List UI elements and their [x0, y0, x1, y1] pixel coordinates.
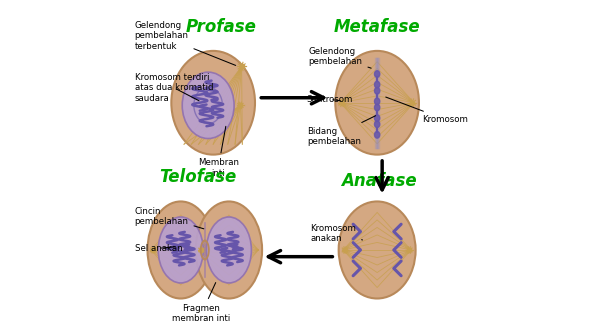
Text: Bidang
pembelahan: Bidang pembelahan [307, 116, 376, 146]
Text: Profase: Profase [186, 18, 257, 36]
Text: Sel anakan: Sel anakan [134, 244, 182, 253]
Polygon shape [374, 104, 380, 111]
Polygon shape [374, 81, 380, 88]
Polygon shape [374, 131, 380, 138]
Ellipse shape [171, 51, 255, 155]
Polygon shape [374, 98, 380, 105]
Text: Anafase: Anafase [341, 172, 417, 190]
Text: Telofase: Telofase [159, 168, 237, 186]
Ellipse shape [182, 72, 234, 138]
Text: Metafase: Metafase [334, 18, 420, 36]
Ellipse shape [207, 217, 251, 283]
Polygon shape [374, 115, 380, 121]
Text: Kromosom terdiri
atas dua kromatid
saudara: Kromosom terdiri atas dua kromatid sauda… [134, 73, 213, 102]
Polygon shape [374, 121, 380, 128]
Ellipse shape [158, 217, 203, 283]
Polygon shape [374, 71, 380, 77]
Text: Fragmen
membran inti: Fragmen membran inti [173, 283, 230, 323]
Text: Gelendong
pembelahan: Gelendong pembelahan [309, 47, 371, 68]
Polygon shape [374, 87, 380, 94]
Ellipse shape [196, 202, 262, 298]
Ellipse shape [147, 202, 214, 298]
Text: Kromosom: Kromosom [386, 97, 468, 124]
Ellipse shape [336, 51, 419, 155]
Text: Cincin
pembelahan: Cincin pembelahan [134, 207, 204, 229]
Text: Kromosom
anakan: Kromosom anakan [310, 223, 362, 243]
Ellipse shape [338, 202, 416, 298]
Text: Membran
inti: Membran inti [198, 126, 239, 178]
Text: Gelendong
pembelahan
terbentuk: Gelendong pembelahan terbentuk [134, 21, 236, 66]
Text: Sentrosom: Sentrosom [307, 95, 353, 104]
